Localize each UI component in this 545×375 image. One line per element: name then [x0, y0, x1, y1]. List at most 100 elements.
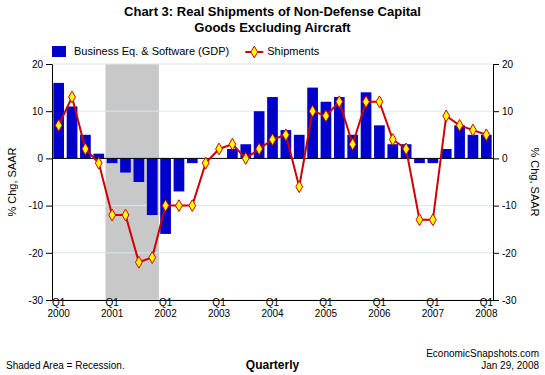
tick-label: 20	[32, 59, 44, 70]
marker	[162, 200, 169, 212]
marker	[269, 134, 276, 146]
legend-swatch	[52, 46, 66, 57]
tick: Q12007	[422, 297, 445, 319]
marker	[242, 153, 249, 165]
legend-marker	[251, 46, 258, 58]
tick: Q12001	[101, 297, 124, 319]
tick-mark	[46, 111, 52, 112]
marker	[216, 143, 223, 155]
marker	[229, 138, 236, 150]
tick-mark	[46, 253, 52, 254]
tick: 20	[32, 59, 52, 70]
axis-line	[46, 65, 53, 301]
axis: -30 -20 -10 0 10 20	[29, 59, 53, 306]
tick-mark	[493, 64, 499, 65]
tick-label: Q12005	[315, 297, 338, 319]
axis: -30 -20 -10 0 10 20	[493, 59, 517, 306]
bar	[468, 135, 479, 159]
marker	[389, 134, 396, 146]
legend-item: Shipments	[245, 45, 319, 58]
tick-label: -30	[29, 295, 44, 306]
tick: Q12008	[475, 297, 498, 319]
tick: -30	[29, 295, 52, 306]
tick-label: 20	[502, 59, 514, 70]
bar	[414, 158, 425, 163]
marker	[95, 157, 102, 169]
legend-item: Business Eq. & Software (GDP)	[52, 45, 229, 57]
axis: Q12000 Q12001 Q12002 Q12003 Q12004 Q12005 Q120…	[48, 297, 498, 319]
tick: -10	[29, 200, 52, 211]
bar	[174, 158, 185, 191]
tick: Q12002	[154, 297, 177, 319]
bar	[267, 97, 278, 158]
bar	[428, 158, 439, 163]
tick-label: Q12008	[475, 297, 498, 319]
grid-line	[52, 205, 493, 206]
marker	[176, 200, 183, 212]
tick-label: Q12002	[154, 297, 177, 319]
marker	[363, 96, 370, 108]
marker	[470, 124, 477, 136]
bar	[107, 158, 118, 163]
bar	[294, 135, 305, 159]
legend-label: Shipments	[267, 45, 319, 57]
bar	[53, 83, 64, 159]
marker	[416, 214, 423, 226]
tick: 20	[493, 59, 514, 70]
chart: -30 -20 -10 0 10 20 -30 -20 -10 0 10 20 Q12000 Q12001…	[0, 0, 545, 375]
tick-label: Q12006	[368, 297, 391, 319]
marker	[429, 214, 436, 226]
bar	[374, 125, 385, 158]
tick-label: -30	[502, 295, 517, 306]
tick-label: Q12001	[101, 297, 124, 319]
axis-line	[494, 65, 500, 301]
marker	[443, 110, 450, 122]
tick-mark	[46, 158, 52, 159]
axis-title: % Chg, SAAR	[529, 147, 541, 216]
marker	[282, 129, 289, 141]
plot: -30 -20 -10 0 10 20 -30 -20 -10 0 10 20 Q12000 Q12001…	[29, 59, 517, 319]
tick-mark	[493, 111, 499, 112]
tick-label: Q12007	[422, 297, 445, 319]
marker	[349, 138, 356, 150]
axis-title: % Chg, SAAR	[6, 147, 18, 216]
title: Chart 3: Real Shipments of Non-Defense C…	[124, 4, 421, 35]
marker	[109, 209, 116, 221]
tick-label: -20	[29, 248, 44, 259]
tick-label: Q12000	[48, 297, 71, 319]
grid-line	[52, 158, 493, 159]
tick-mark	[493, 300, 499, 301]
tick: 10	[32, 106, 52, 117]
tick: Q12006	[368, 297, 391, 319]
marker	[309, 105, 316, 117]
tick: -20	[493, 248, 517, 259]
tick: 0	[493, 153, 508, 164]
tick-label: -10	[502, 200, 517, 211]
marker	[296, 181, 303, 193]
marker	[82, 143, 89, 155]
tick-label: 10	[502, 106, 514, 117]
marker	[189, 200, 196, 212]
marks-top	[55, 91, 489, 268]
marker	[202, 157, 209, 169]
marker	[69, 91, 76, 103]
marker	[323, 110, 330, 122]
bar	[347, 135, 358, 159]
tick-label: Q12004	[261, 297, 284, 319]
bar	[134, 158, 145, 182]
tick: 10	[493, 106, 514, 117]
zero-line	[52, 158, 493, 159]
legend: Business Eq. & Software (GDP) Shipments	[52, 45, 320, 58]
tick-label: 0	[37, 153, 43, 164]
marker	[55, 119, 62, 131]
tick-label: 10	[32, 106, 44, 117]
grid-line	[52, 252, 493, 253]
tick-label: 0	[502, 153, 508, 164]
line	[59, 97, 487, 262]
bar	[321, 102, 332, 159]
marker	[122, 209, 129, 221]
tick-label: Q12003	[208, 297, 231, 319]
tick-mark	[493, 253, 499, 254]
marker	[135, 256, 142, 268]
marker	[149, 252, 156, 264]
